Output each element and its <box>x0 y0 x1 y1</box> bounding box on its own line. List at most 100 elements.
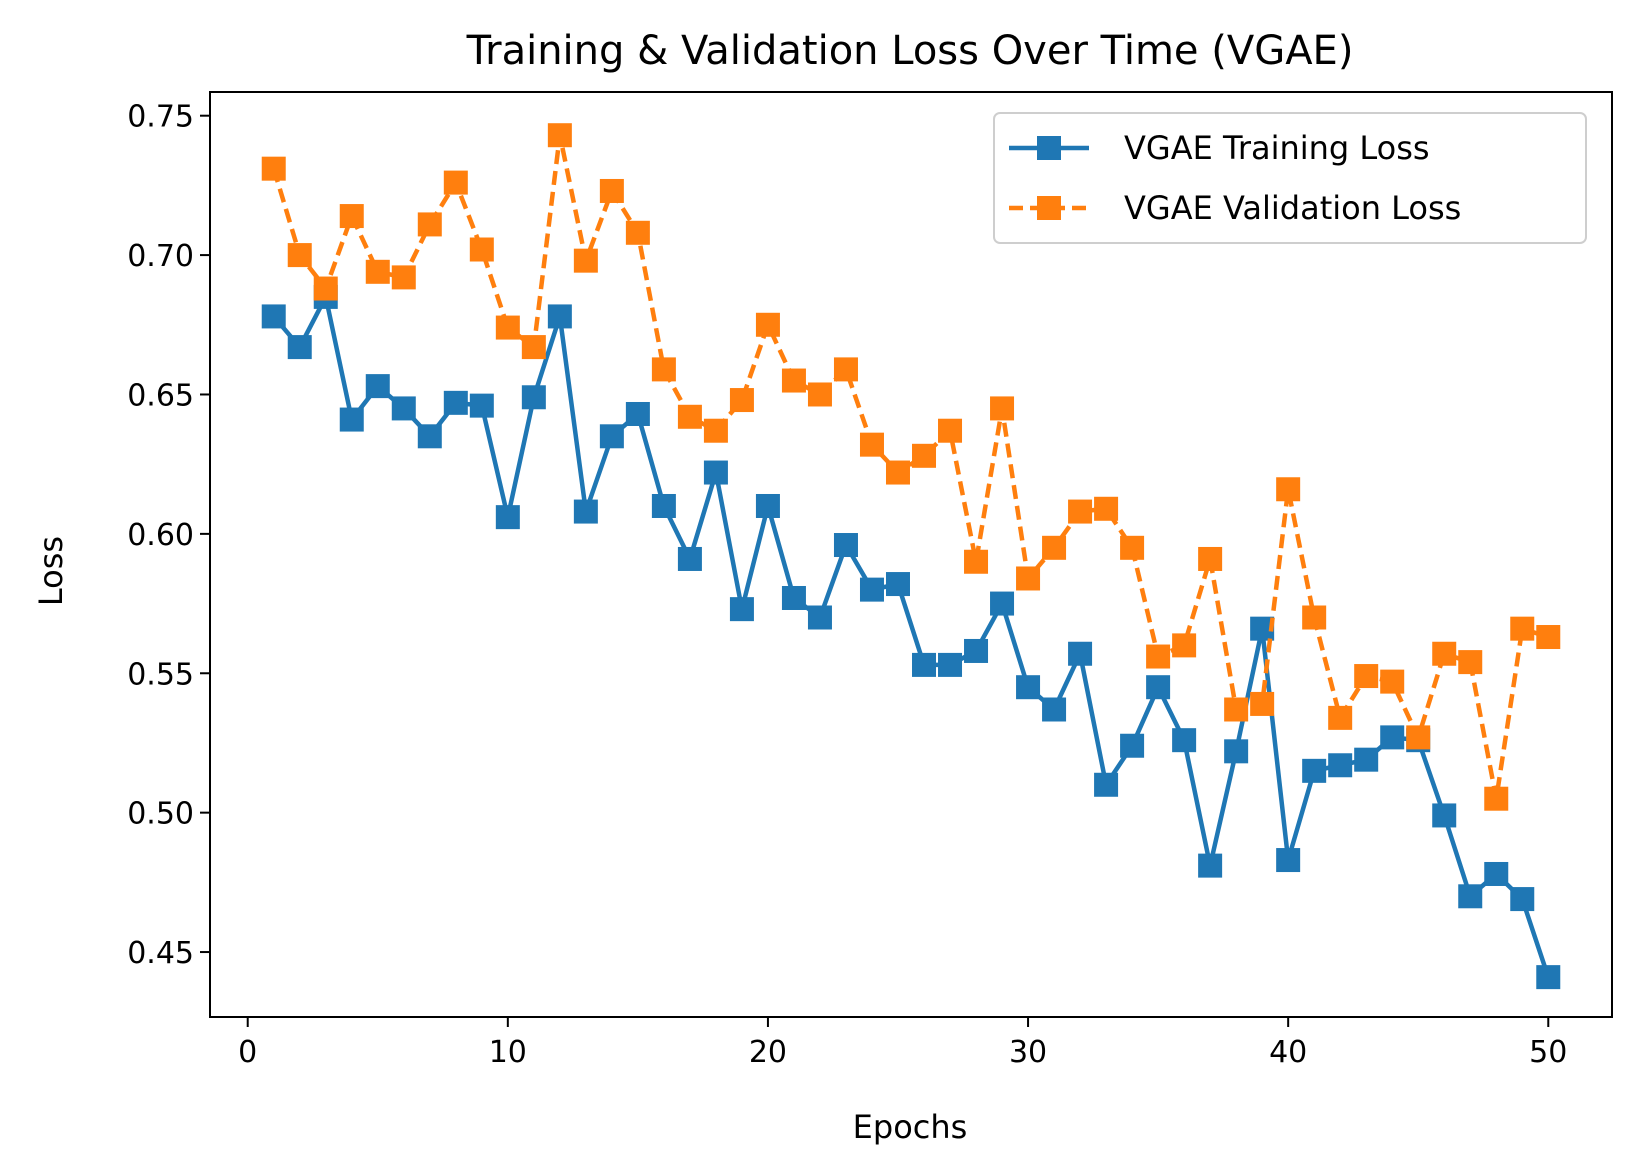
data-point-vgae-validation-loss-8 <box>443 170 468 195</box>
data-point-vgae-validation-loss-19 <box>729 388 754 413</box>
data-point-vgae-validation-loss-50 <box>1536 625 1561 650</box>
data-point-vgae-training-loss-1 <box>261 304 286 329</box>
data-point-vgae-validation-loss-11 <box>521 335 546 360</box>
x-tick-label: 10 <box>489 1035 527 1070</box>
data-point-vgae-training-loss-27 <box>938 652 963 677</box>
data-point-vgae-validation-loss-46 <box>1432 641 1457 666</box>
data-point-vgae-training-loss-26 <box>912 652 937 677</box>
data-point-vgae-validation-loss-42 <box>1328 705 1353 730</box>
data-point-vgae-training-loss-5 <box>365 374 390 399</box>
data-point-vgae-validation-loss-36 <box>1172 633 1197 658</box>
data-point-vgae-training-loss-48 <box>1484 861 1509 886</box>
data-point-vgae-validation-loss-37 <box>1198 546 1223 571</box>
x-axis-label: Epochs <box>853 1108 968 1146</box>
data-point-vgae-validation-loss-44 <box>1380 669 1405 694</box>
data-point-vgae-validation-loss-30 <box>1016 566 1041 591</box>
data-point-vgae-validation-loss-48 <box>1484 786 1509 811</box>
data-point-vgae-training-loss-2 <box>287 335 312 360</box>
data-point-vgae-training-loss-20 <box>755 493 780 518</box>
y-tick-label: 0.70 <box>127 239 194 274</box>
legend-label-vgae-training-loss: VGAE Training Loss <box>1124 129 1430 167</box>
data-point-vgae-validation-loss-31 <box>1042 535 1067 560</box>
data-point-vgae-training-loss-19 <box>729 597 754 622</box>
data-point-vgae-training-loss-23 <box>833 533 858 558</box>
data-point-vgae-training-loss-42 <box>1328 753 1353 778</box>
data-point-vgae-training-loss-43 <box>1354 747 1379 772</box>
data-point-vgae-training-loss-37 <box>1198 853 1223 878</box>
data-point-vgae-training-loss-21 <box>781 585 806 610</box>
x-tick-label: 50 <box>1529 1035 1567 1070</box>
data-point-vgae-training-loss-14 <box>599 424 624 449</box>
data-point-vgae-validation-loss-26 <box>912 443 937 468</box>
data-point-vgae-validation-loss-49 <box>1510 616 1535 641</box>
data-point-vgae-validation-loss-5 <box>365 259 390 284</box>
data-point-vgae-training-loss-33 <box>1094 772 1119 797</box>
data-point-vgae-training-loss-15 <box>625 401 650 426</box>
data-point-vgae-validation-loss-23 <box>833 357 858 382</box>
y-tick-label: 0.60 <box>127 518 194 553</box>
data-point-vgae-training-loss-10 <box>495 505 520 530</box>
data-point-vgae-training-loss-4 <box>339 407 364 432</box>
legend-label-vgae-validation-loss: VGAE Validation Loss <box>1124 189 1461 227</box>
data-point-vgae-validation-loss-28 <box>964 549 989 574</box>
data-point-vgae-validation-loss-12 <box>547 123 572 148</box>
data-point-vgae-training-loss-49 <box>1510 887 1535 912</box>
data-point-vgae-training-loss-7 <box>417 424 442 449</box>
data-point-vgae-validation-loss-22 <box>807 382 832 407</box>
x-tick-label: 20 <box>749 1035 787 1070</box>
data-point-vgae-training-loss-38 <box>1224 739 1249 764</box>
data-point-vgae-training-loss-11 <box>521 385 546 410</box>
data-point-vgae-validation-loss-27 <box>938 418 963 443</box>
axes-layer: 0 10 20 30 40 50 0.45 0.50 0.55 0.60 0.65 0.70 0.75 <box>127 91 1613 1070</box>
data-point-vgae-validation-loss-39 <box>1250 691 1275 716</box>
legend-marker-vgae-training-loss <box>1037 136 1061 160</box>
data-point-vgae-validation-loss-4 <box>339 204 364 229</box>
data-point-vgae-validation-loss-1 <box>261 156 286 181</box>
series-vgae-validation-loss <box>261 123 1561 811</box>
data-point-vgae-training-loss-29 <box>990 591 1015 616</box>
data-point-vgae-training-loss-18 <box>703 460 728 485</box>
data-point-vgae-validation-loss-45 <box>1406 725 1431 750</box>
x-tick-label: 0 <box>238 1035 257 1070</box>
data-point-vgae-validation-loss-10 <box>495 315 520 340</box>
data-point-vgae-validation-loss-7 <box>417 212 442 237</box>
y-axis-label: Loss <box>32 536 70 606</box>
data-point-vgae-validation-loss-18 <box>703 418 728 443</box>
data-point-vgae-validation-loss-34 <box>1120 535 1145 560</box>
y-tick-label: 0.75 <box>127 100 194 135</box>
data-point-vgae-validation-loss-14 <box>599 178 624 203</box>
data-point-vgae-validation-loss-47 <box>1458 650 1483 675</box>
data-point-vgae-validation-loss-6 <box>391 265 416 290</box>
data-point-vgae-validation-loss-2 <box>287 243 312 268</box>
data-point-vgae-training-loss-34 <box>1120 733 1145 758</box>
data-point-vgae-training-loss-8 <box>443 390 468 415</box>
plot-frame <box>209 91 1613 1018</box>
legend-box <box>993 112 1587 244</box>
data-point-vgae-validation-loss-32 <box>1068 499 1093 524</box>
series-line-vgae-validation-loss <box>271 132 1549 801</box>
data-point-vgae-training-loss-6 <box>391 396 416 421</box>
data-point-vgae-training-loss-32 <box>1068 641 1093 666</box>
data-point-vgae-training-loss-25 <box>885 572 910 597</box>
data-point-vgae-validation-loss-35 <box>1146 644 1171 669</box>
data-point-vgae-training-loss-41 <box>1302 758 1327 783</box>
data-point-vgae-training-loss-28 <box>964 638 989 663</box>
chart-title: Training & Validation Loss Over Time (VG… <box>466 28 1354 74</box>
data-point-vgae-training-loss-17 <box>677 546 702 571</box>
data-point-vgae-validation-loss-25 <box>885 460 910 485</box>
x-tick-label: 40 <box>1269 1035 1307 1070</box>
data-point-vgae-validation-loss-43 <box>1354 664 1379 689</box>
data-point-vgae-validation-loss-24 <box>859 432 884 457</box>
data-point-vgae-validation-loss-40 <box>1276 477 1301 502</box>
data-point-vgae-training-loss-35 <box>1146 675 1171 700</box>
data-point-vgae-training-loss-40 <box>1276 848 1301 873</box>
data-point-vgae-validation-loss-3 <box>313 276 338 301</box>
data-point-vgae-training-loss-12 <box>547 304 572 329</box>
data-point-vgae-training-loss-36 <box>1172 728 1197 753</box>
data-point-vgae-training-loss-50 <box>1536 965 1561 990</box>
data-point-vgae-training-loss-13 <box>573 499 598 524</box>
data-point-vgae-validation-loss-16 <box>651 357 676 382</box>
data-point-vgae-training-loss-9 <box>469 393 494 418</box>
data-point-vgae-validation-loss-20 <box>755 312 780 337</box>
data-point-vgae-training-loss-22 <box>807 605 832 630</box>
